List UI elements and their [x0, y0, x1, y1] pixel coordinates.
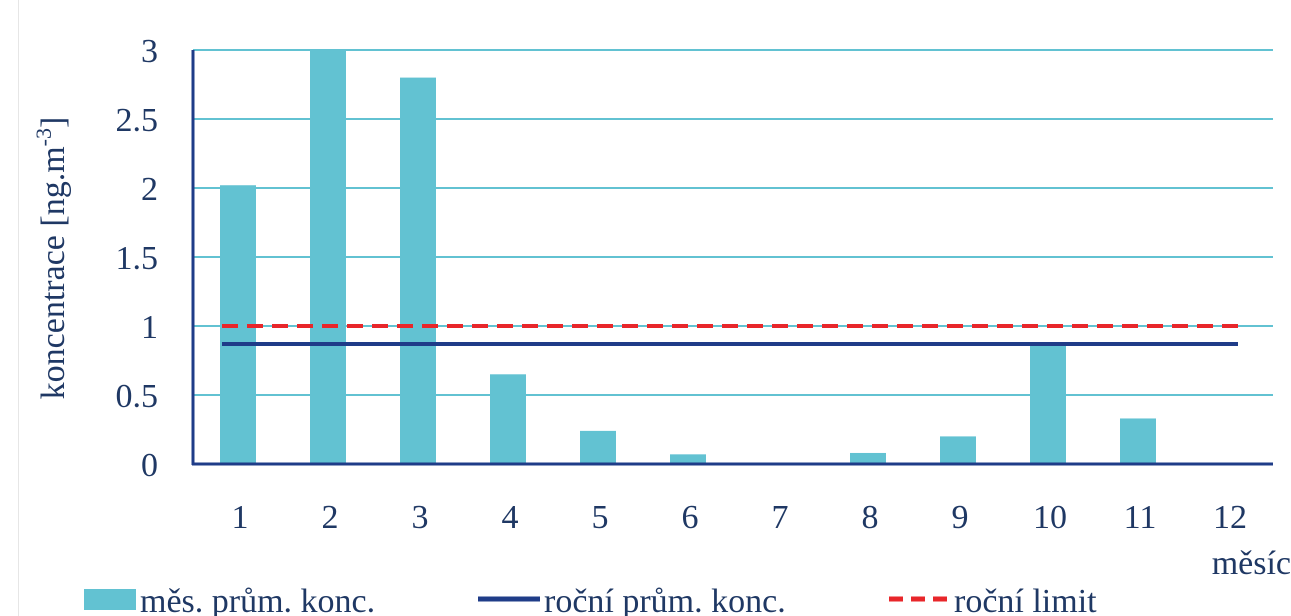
bar-series: [220, 50, 1156, 465]
y-axis-title: koncentrace [ng.m-3]: [31, 117, 72, 400]
bar-10: [1030, 343, 1066, 464]
y-tick-labels: 0 0.5 1 1.5 2 2.5 3: [116, 33, 159, 484]
x-tick-label-6: 6: [682, 499, 699, 536]
y-tick-label-6: 3: [141, 33, 158, 70]
page-border: [18, 0, 19, 616]
bar-8: [850, 452, 886, 464]
bar-6: [670, 454, 706, 464]
y-tick-label-3: 1.5: [116, 240, 159, 277]
legend-label-avg-line: roční prům. konc.: [544, 583, 786, 616]
y-tick-label-5: 2.5: [116, 102, 159, 139]
legend-swatch-bars: [84, 589, 136, 610]
line-series: [222, 324, 1238, 346]
legend: měs. prům. konc. roční prům. konc. roční…: [84, 583, 1097, 616]
bar-9: [940, 436, 976, 464]
y-tick-label-4: 2: [141, 171, 158, 208]
x-tick-label-7: 7: [772, 499, 789, 536]
x-tick-label-11: 11: [1124, 499, 1157, 536]
x-axis-title: měsíc: [1212, 545, 1291, 582]
x-tick-label-5: 5: [592, 499, 609, 536]
x-tick-labels: 1 2 3 4 5 6 7 8 9 10 11 12: [232, 499, 1248, 536]
x-tick-label-10: 10: [1033, 499, 1067, 536]
bar-5: [580, 430, 616, 464]
x-tick-label-12: 12: [1213, 499, 1247, 536]
axes: [191, 50, 1273, 466]
bar-2: [310, 50, 346, 464]
legend-label-bars: měs. prům. konc.: [140, 583, 375, 616]
x-tick-label-1: 1: [232, 499, 249, 536]
y-tick-label-2: 1: [141, 309, 158, 346]
bar-4: [490, 374, 526, 464]
legend-label-limit-line: roční limit: [954, 583, 1097, 616]
x-tick-label-9: 9: [952, 499, 969, 536]
bar-11: [1120, 418, 1156, 464]
y-tick-label-1: 0.5: [116, 378, 159, 415]
gridlines: [193, 49, 1273, 396]
x-tick-label-2: 2: [322, 499, 339, 536]
bar-3: [400, 77, 436, 464]
x-tick-label-4: 4: [502, 499, 519, 536]
x-tick-label-3: 3: [412, 499, 429, 536]
y-tick-label-0: 0: [141, 447, 158, 484]
x-tick-label-8: 8: [862, 499, 879, 536]
